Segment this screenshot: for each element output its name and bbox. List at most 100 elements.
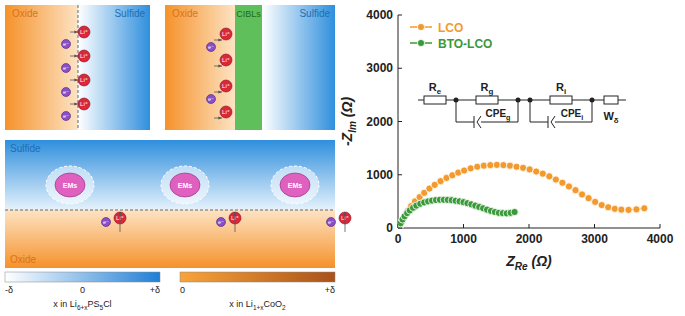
- y-tick-label: 3000: [366, 61, 393, 75]
- y-tick: [398, 68, 402, 69]
- li-ion: [220, 28, 232, 40]
- x-tick: [529, 224, 530, 228]
- ion-label: Li⁺: [222, 109, 230, 115]
- series-point: [633, 206, 640, 213]
- series-point: [585, 195, 592, 202]
- y-tick: [398, 15, 402, 16]
- resistor: [424, 96, 446, 104]
- text-part: x in Li: [229, 299, 253, 309]
- electron-label: e⁻: [63, 89, 69, 95]
- sulfide-region: [262, 5, 335, 130]
- electron: [217, 218, 226, 227]
- electron-label: e⁻: [218, 219, 224, 225]
- y-tick-label: 1000: [366, 168, 393, 182]
- particle: [280, 173, 310, 197]
- circuit-label: Rg: [481, 81, 494, 96]
- oxide-region: [5, 5, 78, 130]
- electron: [102, 218, 111, 227]
- colorbar-bar: [5, 272, 160, 282]
- text-part: CPE: [561, 108, 582, 119]
- series-point: [592, 198, 599, 205]
- wire: [572, 100, 592, 101]
- arrow-head: [218, 38, 222, 41]
- wire: [555, 122, 592, 123]
- circuit-label: CPEi: [561, 108, 584, 122]
- x-tick-label: 4000: [647, 232, 674, 246]
- arrow-head: [233, 212, 236, 216]
- wire: [530, 100, 550, 101]
- interface: [78, 5, 79, 130]
- wire: [592, 100, 593, 122]
- x-tick-label: 3000: [581, 232, 608, 246]
- text-part: R: [481, 81, 489, 93]
- y-tick: [398, 174, 402, 175]
- wire: [498, 100, 518, 101]
- electron-label: e⁻: [63, 41, 69, 47]
- unit: (Ω): [528, 253, 552, 269]
- sulfide-region: [5, 140, 335, 210]
- particle-label: EMs: [178, 182, 193, 189]
- x-tick-label: 0: [395, 232, 402, 246]
- subscript: g: [489, 87, 494, 96]
- arrow-head: [218, 90, 222, 93]
- series-point: [500, 162, 507, 169]
- halo: [271, 166, 319, 204]
- chart: 0100020003000400001000200030004000ZRe (Ω…: [339, 8, 674, 272]
- x-tick: [594, 224, 595, 228]
- electron: [207, 43, 216, 52]
- cpe-plate: [548, 116, 549, 128]
- series-point: [539, 170, 546, 177]
- series-point: [598, 202, 605, 209]
- circuit-label: Re: [429, 81, 442, 96]
- particle-label: EMs: [288, 182, 303, 189]
- legend-marker: [417, 39, 424, 46]
- arrow-head: [218, 116, 222, 119]
- colorbar: -δ0+δx in Li6+xPS5Cl: [5, 272, 160, 311]
- subscript: e: [437, 87, 442, 96]
- li-ion: [220, 106, 232, 118]
- li-ion: [220, 54, 232, 66]
- cpe-plate: [477, 116, 481, 128]
- buffer-layer: [235, 5, 262, 130]
- panel-particles: SulfideOxideEMsLi⁺e⁻EMsLi⁺e⁻EMsLi⁺e⁻: [5, 140, 351, 268]
- series-point: [611, 205, 618, 212]
- warburg: [604, 96, 618, 104]
- electron: [327, 218, 336, 227]
- halo: [161, 166, 209, 204]
- ion-label: Li⁺: [222, 57, 230, 63]
- series-line: [400, 165, 644, 227]
- text-part: x in Li: [53, 299, 77, 309]
- wire: [456, 100, 457, 122]
- li-ion: [78, 26, 90, 38]
- arrow-head: [74, 78, 78, 81]
- text-part: CPE: [486, 108, 507, 119]
- x-tick-label: 1000: [450, 232, 477, 246]
- series-point: [618, 206, 625, 213]
- cpe-plate: [551, 116, 555, 128]
- legend-marker: [417, 23, 424, 30]
- label: Sulfide: [299, 8, 330, 19]
- electron: [62, 112, 71, 121]
- series-point: [625, 206, 632, 213]
- panel-interface: OxideSulfideLi⁺Li⁺Li⁺Li⁺e⁻e⁻e⁻e⁻: [5, 5, 150, 130]
- y-tick: [398, 121, 402, 122]
- wire: [456, 100, 476, 101]
- colorbar-label: x in Li1+xCoO2: [229, 299, 286, 311]
- circuit-label: Wδ: [603, 110, 618, 125]
- series-point: [461, 167, 468, 174]
- text-part: Z: [505, 253, 515, 269]
- arrow-head: [343, 212, 346, 216]
- text-part: R: [556, 81, 564, 93]
- series-point: [552, 176, 559, 183]
- electron: [62, 88, 71, 97]
- subscript: Re: [515, 261, 528, 272]
- electron-label: e⁻: [328, 219, 334, 225]
- arrow-head: [118, 212, 121, 216]
- legend: LCOBTO-LCO: [410, 21, 492, 51]
- ion-label: Li⁺: [80, 53, 88, 59]
- subscript: δ: [614, 116, 619, 125]
- oxide-region: [5, 210, 335, 268]
- li-ion: [220, 80, 232, 92]
- wire: [418, 100, 424, 101]
- electron: [62, 64, 71, 73]
